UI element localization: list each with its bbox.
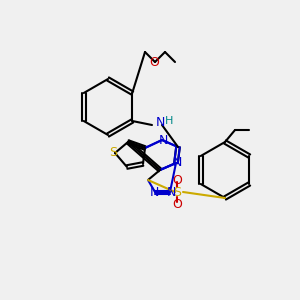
Text: N: N: [158, 134, 168, 146]
Text: O: O: [149, 56, 159, 70]
Text: O: O: [172, 173, 182, 187]
Text: N: N: [149, 187, 159, 200]
Text: S: S: [109, 146, 117, 160]
Text: S: S: [173, 185, 181, 199]
Text: H: H: [165, 116, 173, 126]
Text: O: O: [172, 197, 182, 211]
Text: N: N: [166, 187, 176, 200]
Text: N: N: [155, 116, 165, 130]
Text: N: N: [172, 157, 182, 169]
